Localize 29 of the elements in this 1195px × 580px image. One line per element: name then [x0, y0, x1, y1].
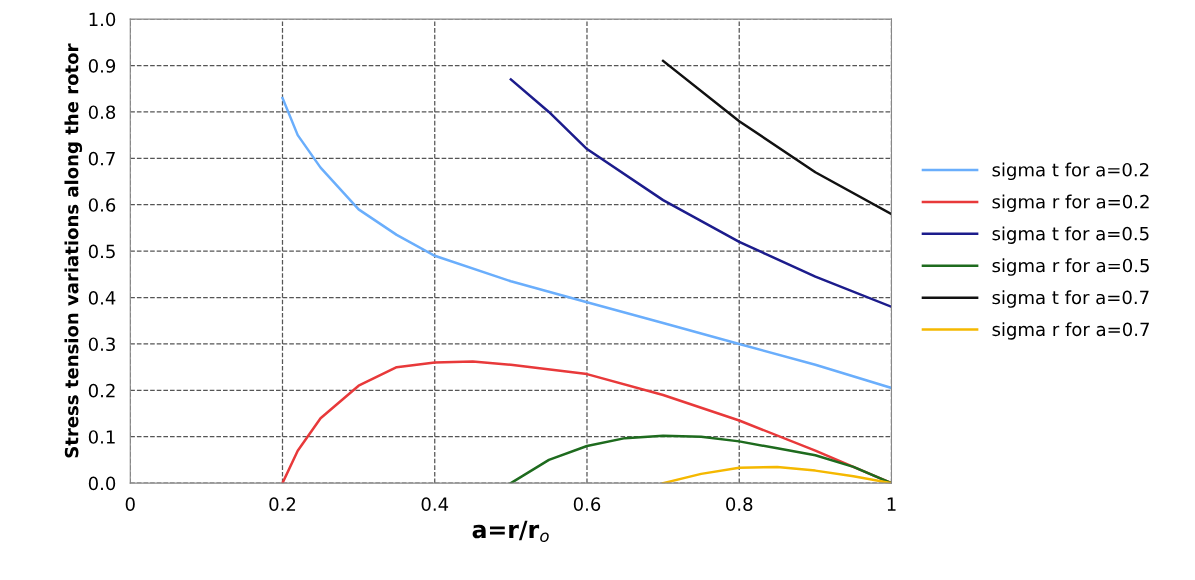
y-tick-label: 0.9: [88, 59, 116, 73]
legend-label: sigma r for a=0.2: [992, 194, 1149, 212]
legend-label: sigma r for a=0.5: [992, 258, 1149, 276]
y-tick-label: 0.3: [88, 337, 115, 352]
x-tick-label: 0.2: [269, 497, 296, 512]
legend-label: sigma r for a=0.7: [992, 322, 1149, 340]
x-tick-label: 1: [887, 497, 896, 511]
y-tick-label: 0.2: [88, 383, 115, 398]
x-tick-label: 0.8: [726, 497, 753, 512]
legend-label: sigma t for a=0.5: [992, 226, 1149, 244]
y-axis-title: Stress tension variations along the rotor: [64, 43, 83, 458]
line-series: [281, 96, 892, 390]
legend-label: sigma t for a=0.2: [992, 162, 1149, 181]
line-series: [509, 434, 892, 484]
line-series: [661, 59, 892, 216]
y-tick-label: 0.5: [88, 244, 115, 259]
x-tick-label: 0.6: [573, 497, 601, 512]
y-tick-label: 0.8: [88, 105, 116, 120]
y-tick-label: 0.6: [88, 198, 116, 212]
x-axis-title: a=r/r$_{o}$: [472, 520, 549, 543]
x-tick-label: 0: [125, 497, 135, 512]
y-tick-label: 0.1: [88, 430, 115, 444]
y-tick-label: 0.4: [88, 291, 116, 305]
x-tick-label: 0.4: [421, 497, 449, 512]
y-tick-label: 1.0: [89, 12, 116, 27]
y-tick-label: 0.0: [88, 476, 116, 491]
line-series: [509, 78, 892, 309]
legend-label: sigma t for a=0.7: [992, 290, 1149, 308]
y-tick-label: 0.7: [88, 151, 115, 166]
